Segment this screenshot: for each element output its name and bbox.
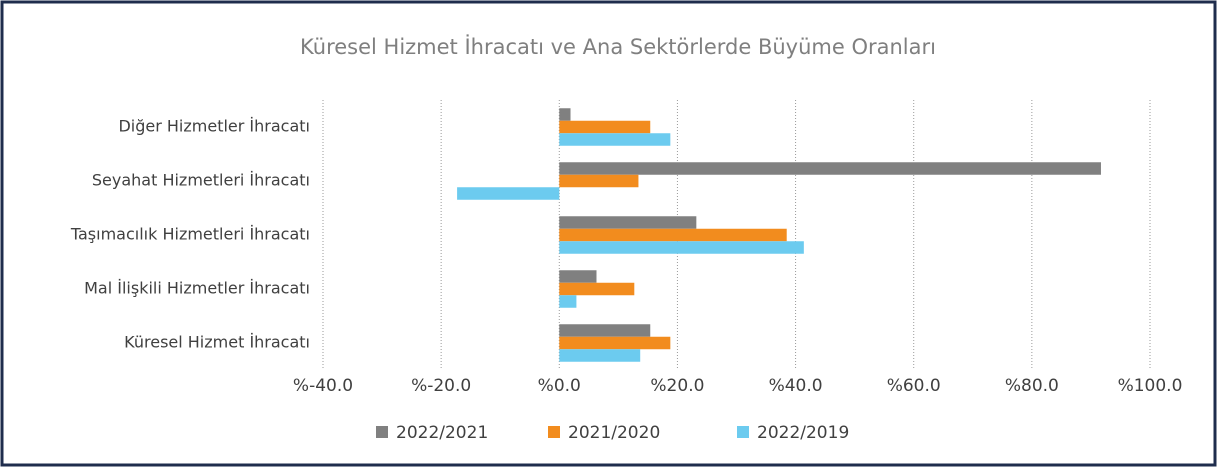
y-tick-label: Mal İlişkili Hizmetler İhracatı	[84, 279, 310, 298]
x-tick-label: %-20.0	[411, 376, 471, 396]
y-tick-label: Küresel Hizmet İhracatı	[124, 333, 310, 352]
legend-swatch	[737, 426, 749, 438]
legend-label: 2021/2020	[568, 423, 660, 443]
chart-title: Küresel Hizmet İhracatı ve Ana Sektörler…	[300, 34, 936, 59]
x-tick-label: %100.0	[1118, 376, 1183, 396]
bar	[559, 174, 639, 188]
legend-swatch	[548, 426, 560, 438]
bar	[559, 108, 571, 121]
bar	[559, 270, 597, 283]
y-tick-label: Diğer Hizmetler İhracatı	[118, 117, 310, 136]
y-tick-label: Taşımacılık Hizmetleri İhracatı	[70, 225, 310, 244]
x-tick-label: %0.0	[538, 376, 581, 396]
bar	[559, 324, 651, 337]
x-tick-label: %80.0	[1005, 376, 1059, 396]
x-tick-label: %-40.0	[293, 376, 353, 396]
bar	[559, 336, 671, 350]
x-tick-label: %20.0	[650, 376, 704, 396]
bar	[559, 241, 804, 254]
bar	[559, 282, 635, 296]
legend-label: 2022/2019	[757, 423, 849, 443]
x-tick-label: %60.0	[887, 376, 941, 396]
y-tick-label: Seyahat Hizmetleri İhracatı	[92, 171, 310, 190]
bar	[559, 228, 787, 242]
legend-label: 2022/2021	[396, 423, 488, 443]
bar	[559, 216, 697, 229]
x-tick-label: %40.0	[769, 376, 823, 396]
bar	[457, 187, 560, 200]
legend-swatch	[376, 426, 388, 438]
bar	[559, 295, 577, 308]
bar	[559, 349, 641, 362]
bar	[559, 120, 651, 134]
bar	[559, 133, 671, 146]
bar	[559, 162, 1101, 175]
